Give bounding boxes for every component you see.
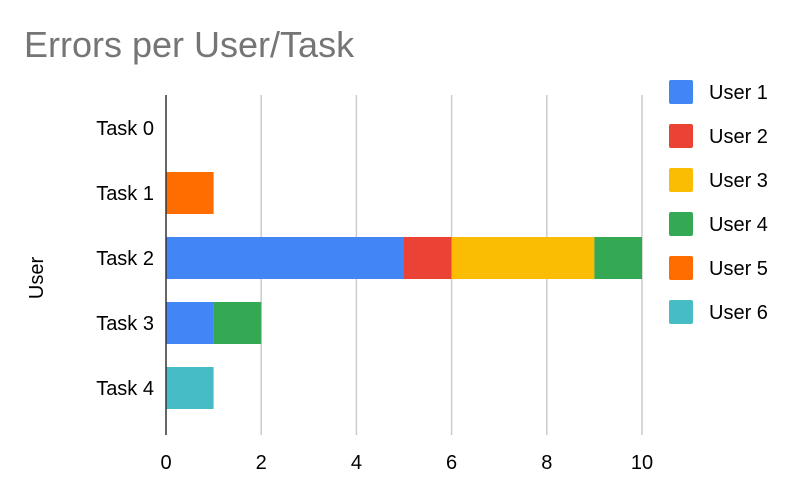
legend-label: User 3 [709,170,768,192]
y-axis-title: User [26,257,48,300]
legend-label: User 6 [709,302,768,324]
bar-segment [166,237,404,279]
x-tick-labels: 0 2 4 6 8 10 [160,452,653,474]
legend: User 1 User 2 User 3 User 4 User 5 User 6 [669,80,768,324]
bar-segment [404,237,452,279]
category-labels: Task 0 Task 1 Task 2 Task 3 Task 4 [96,118,154,400]
legend-label: User 1 [709,82,768,104]
category-label: Task 1 [96,183,154,205]
bars [166,172,642,409]
x-tick-label: 6 [446,452,457,474]
x-tick-label: 10 [631,452,653,474]
legend-label: User 2 [709,126,768,148]
bar-segment [213,302,262,344]
legend-swatch [669,168,693,192]
category-label: Task 3 [96,313,154,335]
legend-swatch [669,212,693,236]
x-tick-label: 0 [160,452,171,474]
bar-segment [166,367,214,409]
bar-segment [166,302,214,344]
x-tick-label: 4 [351,452,362,474]
legend-swatch [669,256,693,280]
chart-title: Errors per User/Task [24,24,355,65]
x-tick-label: 8 [541,452,552,474]
category-label: Task 4 [96,378,154,400]
x-tick-label: 2 [256,452,267,474]
legend-label: User 4 [709,214,768,236]
category-label: Task 0 [96,118,154,140]
legend-swatch [669,300,693,324]
category-label: Task 2 [96,248,154,270]
legend-label: User 5 [709,258,768,280]
bar-segment [166,172,214,214]
bar-segment [451,237,595,279]
bar-segment [594,237,642,279]
legend-swatch [669,80,693,104]
legend-swatch [669,124,693,148]
